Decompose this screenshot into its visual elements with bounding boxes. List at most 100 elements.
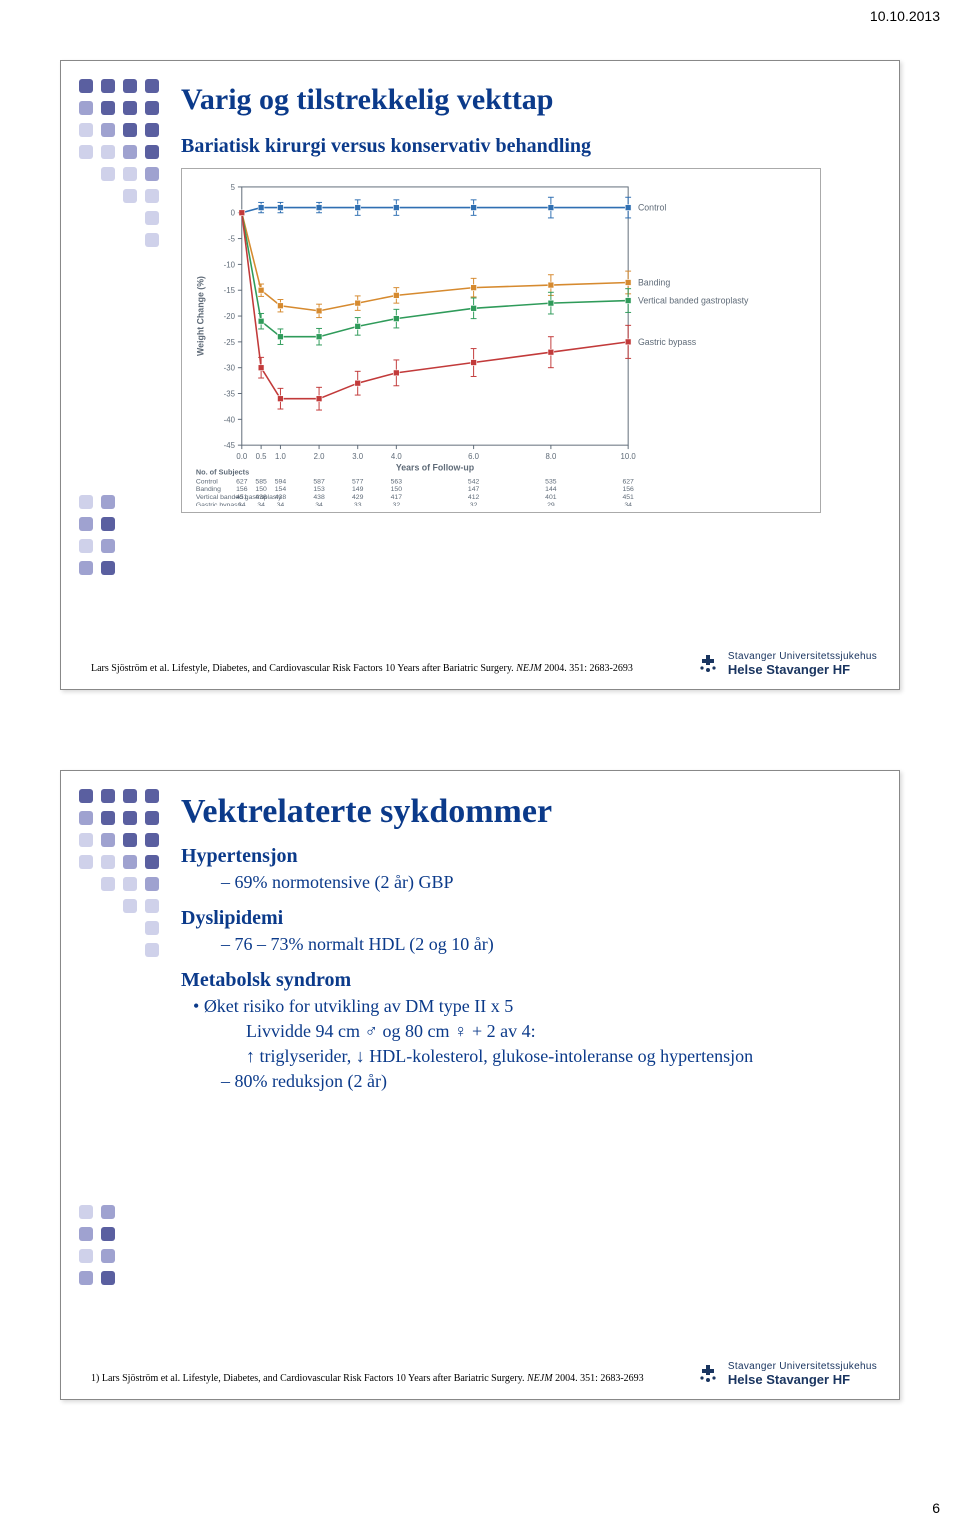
- svg-text:8.0: 8.0: [545, 452, 557, 461]
- svg-text:32: 32: [393, 502, 401, 506]
- svg-text:33: 33: [354, 502, 362, 506]
- hospital-logo: Stavanger Universitetssjukehus Helse Sta…: [697, 1361, 877, 1387]
- slide2-title: Vektrelaterte sykdommer: [181, 793, 869, 831]
- svg-text:149: 149: [352, 486, 364, 493]
- svg-text:No. of Subjects: No. of Subjects: [196, 468, 249, 477]
- svg-text:Weight Change (%): Weight Change (%): [196, 276, 206, 356]
- cit-journal: NEJM: [516, 663, 544, 674]
- svg-text:Banding: Banding: [196, 486, 221, 493]
- svg-text:144: 144: [545, 486, 557, 493]
- svg-text:451: 451: [236, 494, 248, 501]
- svg-text:Banding: Banding: [638, 277, 670, 287]
- svg-text:1.0: 1.0: [275, 452, 287, 461]
- svg-text:563: 563: [391, 478, 403, 485]
- cit-prefix: 1) Lars Sjöström et al.: [91, 1373, 183, 1384]
- section-heading: Hypertensjon: [181, 845, 869, 868]
- slide1-title: Varig og tilstrekkelig vekttap: [181, 83, 869, 117]
- cit-tail: 2004. 351: 2683-2693: [555, 1373, 644, 1384]
- svg-text:585: 585: [255, 478, 267, 485]
- slide-1: Varig og tilstrekkelig vekttap Bariatisk…: [60, 60, 900, 690]
- slide1-citation: Lars Sjöström et al. Lifestyle, Diabetes…: [91, 663, 633, 674]
- svg-text:451: 451: [622, 494, 634, 501]
- logo-line2: Helse Stavanger HF: [728, 1372, 877, 1387]
- section-heading: Dyslipidemi: [181, 907, 869, 930]
- slide-2: Vektrelaterte sykdommer Hypertensjon69% …: [60, 770, 900, 1400]
- logo-icon: [697, 652, 719, 677]
- svg-text:-15: -15: [224, 286, 236, 295]
- svg-text:-35: -35: [224, 389, 236, 398]
- svg-text:412: 412: [468, 494, 480, 501]
- svg-text:401: 401: [545, 494, 557, 501]
- cit-tail: 2004. 351: 2683-2693: [544, 663, 633, 674]
- date-stamp: 10.10.2013: [870, 8, 940, 24]
- cit-mid: Lifestyle, Diabetes, and Cardiovascular …: [183, 1373, 527, 1384]
- svg-text:0.5: 0.5: [256, 452, 268, 461]
- svg-text:5: 5: [231, 183, 236, 192]
- logo-line2: Helse Stavanger HF: [728, 662, 877, 677]
- list-item: Livvidde 94 cm ♂ og 80 cm ♀ + 2 av 4:: [246, 1021, 869, 1042]
- svg-text:0.0: 0.0: [236, 452, 248, 461]
- svg-text:429: 429: [352, 494, 364, 501]
- logo-icon: [697, 1362, 719, 1387]
- svg-text:-25: -25: [224, 338, 236, 347]
- list-item: 80% reduksjon (2 år): [221, 1071, 869, 1092]
- slide1-subtitle: Bariatisk kirurgi versus konservativ beh…: [181, 135, 869, 158]
- svg-text:34: 34: [315, 502, 323, 506]
- svg-text:594: 594: [275, 478, 287, 485]
- hospital-logo: Stavanger Universitetssjukehus Helse Sta…: [697, 651, 877, 677]
- svg-text:34: 34: [624, 502, 632, 506]
- svg-text:577: 577: [352, 478, 364, 485]
- svg-text:-10: -10: [224, 260, 236, 269]
- svg-text:6.0: 6.0: [468, 452, 480, 461]
- cit-journal: NEJM: [527, 1373, 555, 1384]
- cit-mid: Lifestyle, Diabetes, and Cardiovascular …: [172, 663, 516, 674]
- svg-text:34: 34: [257, 502, 265, 506]
- svg-text:Control: Control: [196, 478, 218, 485]
- svg-text:Control: Control: [638, 203, 666, 213]
- svg-text:Years of Follow-up: Years of Follow-up: [396, 463, 475, 473]
- chart-svg: 50-5-10-15-20-25-30-35-40-450.00.51.02.0…: [188, 175, 814, 506]
- svg-text:438: 438: [313, 494, 325, 501]
- svg-text:0: 0: [231, 209, 236, 218]
- svg-text:Gastric bypass: Gastric bypass: [196, 502, 242, 506]
- svg-text:Gastric bypass: Gastric bypass: [638, 337, 697, 347]
- svg-text:-40: -40: [224, 415, 236, 424]
- page-number: 6: [932, 1500, 940, 1516]
- svg-text:542: 542: [468, 478, 480, 485]
- svg-text:417: 417: [391, 494, 403, 501]
- svg-text:153: 153: [313, 486, 325, 493]
- list-item: Øket risiko for utvikling av DM type II …: [193, 996, 869, 1017]
- svg-text:-20: -20: [224, 312, 236, 321]
- svg-text:Vertical banded gastroplasty: Vertical banded gastroplasty: [638, 295, 749, 305]
- list-item: 76 – 73% normalt HDL (2 og 10 år): [221, 934, 869, 955]
- svg-text:29: 29: [547, 502, 555, 506]
- deco-dots: [79, 79, 159, 583]
- slide2-sections: Hypertensjon69% normotensive (2 år) GBPD…: [181, 845, 869, 1092]
- svg-text:150: 150: [255, 486, 267, 493]
- svg-text:34: 34: [277, 502, 285, 506]
- svg-text:587: 587: [313, 478, 325, 485]
- svg-text:627: 627: [622, 478, 634, 485]
- slide2-citation: 1) Lars Sjöström et al. Lifestyle, Diabe…: [91, 1373, 644, 1384]
- svg-text:3.0: 3.0: [352, 452, 364, 461]
- cit-prefix: Lars Sjöström et al.: [91, 663, 172, 674]
- svg-text:438: 438: [275, 494, 287, 501]
- svg-text:156: 156: [622, 486, 634, 493]
- svg-text:10.0: 10.0: [621, 452, 637, 461]
- svg-text:-30: -30: [224, 364, 236, 373]
- svg-text:150: 150: [391, 486, 403, 493]
- svg-text:32: 32: [470, 502, 478, 506]
- svg-text:4.0: 4.0: [391, 452, 403, 461]
- svg-text:2.0: 2.0: [314, 452, 326, 461]
- logo-line1: Stavanger Universitetssjukehus: [728, 1361, 877, 1372]
- svg-text:154: 154: [275, 486, 287, 493]
- section-heading: Metabolsk syndrom: [181, 969, 869, 992]
- logo-line1: Stavanger Universitetssjukehus: [728, 651, 877, 662]
- svg-text:535: 535: [545, 478, 557, 485]
- deco-dots: [79, 789, 159, 1293]
- svg-text:438: 438: [255, 494, 267, 501]
- svg-text:156: 156: [236, 486, 248, 493]
- weight-change-chart: 50-5-10-15-20-25-30-35-40-450.00.51.02.0…: [181, 168, 821, 513]
- list-item: ↑ triglyserider, ↓ HDL-kolesterol, gluko…: [246, 1046, 869, 1067]
- svg-text:147: 147: [468, 486, 480, 493]
